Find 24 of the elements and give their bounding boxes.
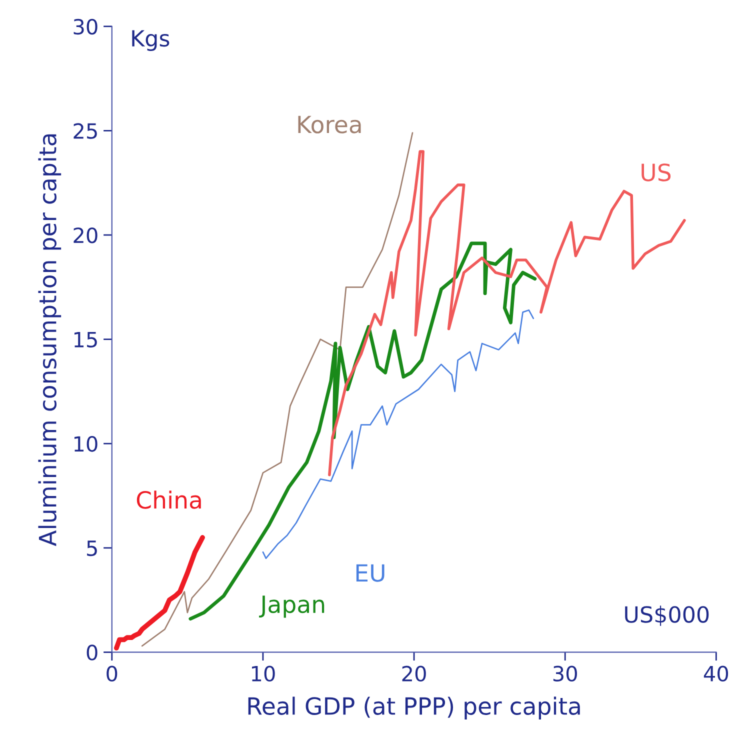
annotation: Kgs [132,30,170,52]
series-label: China [136,490,201,509]
series-label: Japan [259,596,324,618]
x-tick-label: 40 [704,666,728,682]
y-axis-title: Aluminium consumption per capita [38,134,62,546]
series-label: US [642,163,671,182]
y-tick-label: 10 [74,436,98,452]
x-tick-label: 20 [402,666,426,682]
line-series [114,535,205,650]
line-series [262,309,534,560]
y-tick-label: 25 [74,123,97,139]
y-tick-label: 30 [74,18,98,35]
x-tick-label: 0 [106,666,118,682]
y-tick-label: 15 [74,332,97,348]
y-tick-label: 0 [86,644,98,660]
text: EU [356,564,384,582]
x-tick-label: 10 [252,666,275,682]
x-axis-title: Real GDP (at PPP) per capita [248,696,580,720]
line-series [328,150,686,476]
annotation: US$000 [625,606,709,626]
text: Korea [298,116,361,134]
y-tick-label: 20 [74,227,98,244]
x-tick-label: 30 [553,666,577,682]
y-tick-label: 5 [87,540,97,556]
